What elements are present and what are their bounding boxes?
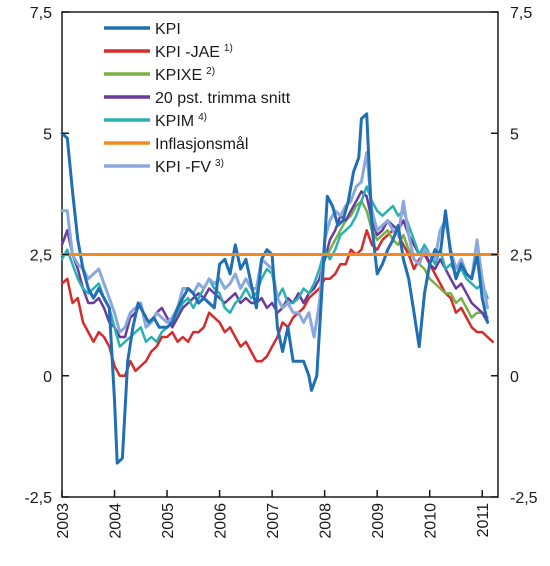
legend-label-kpim: KPIM 4) — [155, 112, 207, 130]
y-tick-label-right: 5 — [510, 126, 519, 143]
y-tick-label-left: 0 — [43, 369, 52, 386]
legend-label-kpixe: KPIXE 2) — [155, 66, 215, 84]
y-tick-label-right: 2,5 — [510, 248, 532, 265]
x-tick-label: 2007 — [265, 503, 282, 539]
x-tick-label: 2005 — [160, 503, 177, 539]
y-tick-label-right: 0 — [510, 369, 519, 386]
x-tick-label: 2011 — [475, 503, 492, 538]
y-axis-right: -2,5 0 2,5 5 7,5 — [491, 5, 538, 507]
legend-label-kpi-fv: KPI -FV 3) — [155, 158, 224, 176]
y-tick-label-left: 7,5 — [30, 5, 52, 22]
legend-label-20-pst-trimma-snitt: 20 pst. trimma snitt — [155, 90, 291, 107]
x-tick-label: 2010 — [423, 503, 440, 539]
y-tick-label-right: -2,5 — [510, 490, 538, 507]
series-layer — [60, 112, 500, 465]
x-tick-label: 2004 — [108, 503, 125, 539]
y-tick-label-left: 2,5 — [30, 248, 52, 265]
legend-footnote-kpim: 4) — [198, 112, 207, 123]
legend-label-inflasjonsm-l: Inflasjonsmål — [155, 135, 248, 153]
x-tick-label: 2008 — [318, 503, 335, 539]
x-tick-label: 2009 — [370, 503, 387, 539]
y-tick-label-left: -2,5 — [24, 490, 52, 507]
x-tick-label: 2006 — [213, 503, 230, 539]
series-line-kpixe — [323, 199, 489, 319]
legend-label-kpi: KPI — [155, 21, 181, 38]
legend-label-kpi-jae: KPI -JAE 1) — [155, 43, 233, 61]
legend-footnote-kpi-fv: 3) — [215, 158, 224, 169]
y-tick-label-right: 7,5 — [510, 5, 532, 22]
legend-footnote-kpi-jae: 1) — [224, 43, 233, 54]
x-axis: 2003 2004 2005 2006 2007 2008 2009 2010 2011 — [55, 490, 492, 539]
legend-footnote-kpixe: 2) — [206, 66, 215, 77]
y-tick-label-left: 5 — [43, 126, 52, 143]
series-line-kpi — [60, 112, 489, 465]
x-tick-label: 2003 — [55, 503, 72, 539]
legend: KPI KPI -JAE 1) KPIXE 2) 20 pst. trimma snitt… — [104, 21, 291, 176]
y-axis-left: -2,5 0 2,5 5 7,5 — [24, 5, 69, 507]
